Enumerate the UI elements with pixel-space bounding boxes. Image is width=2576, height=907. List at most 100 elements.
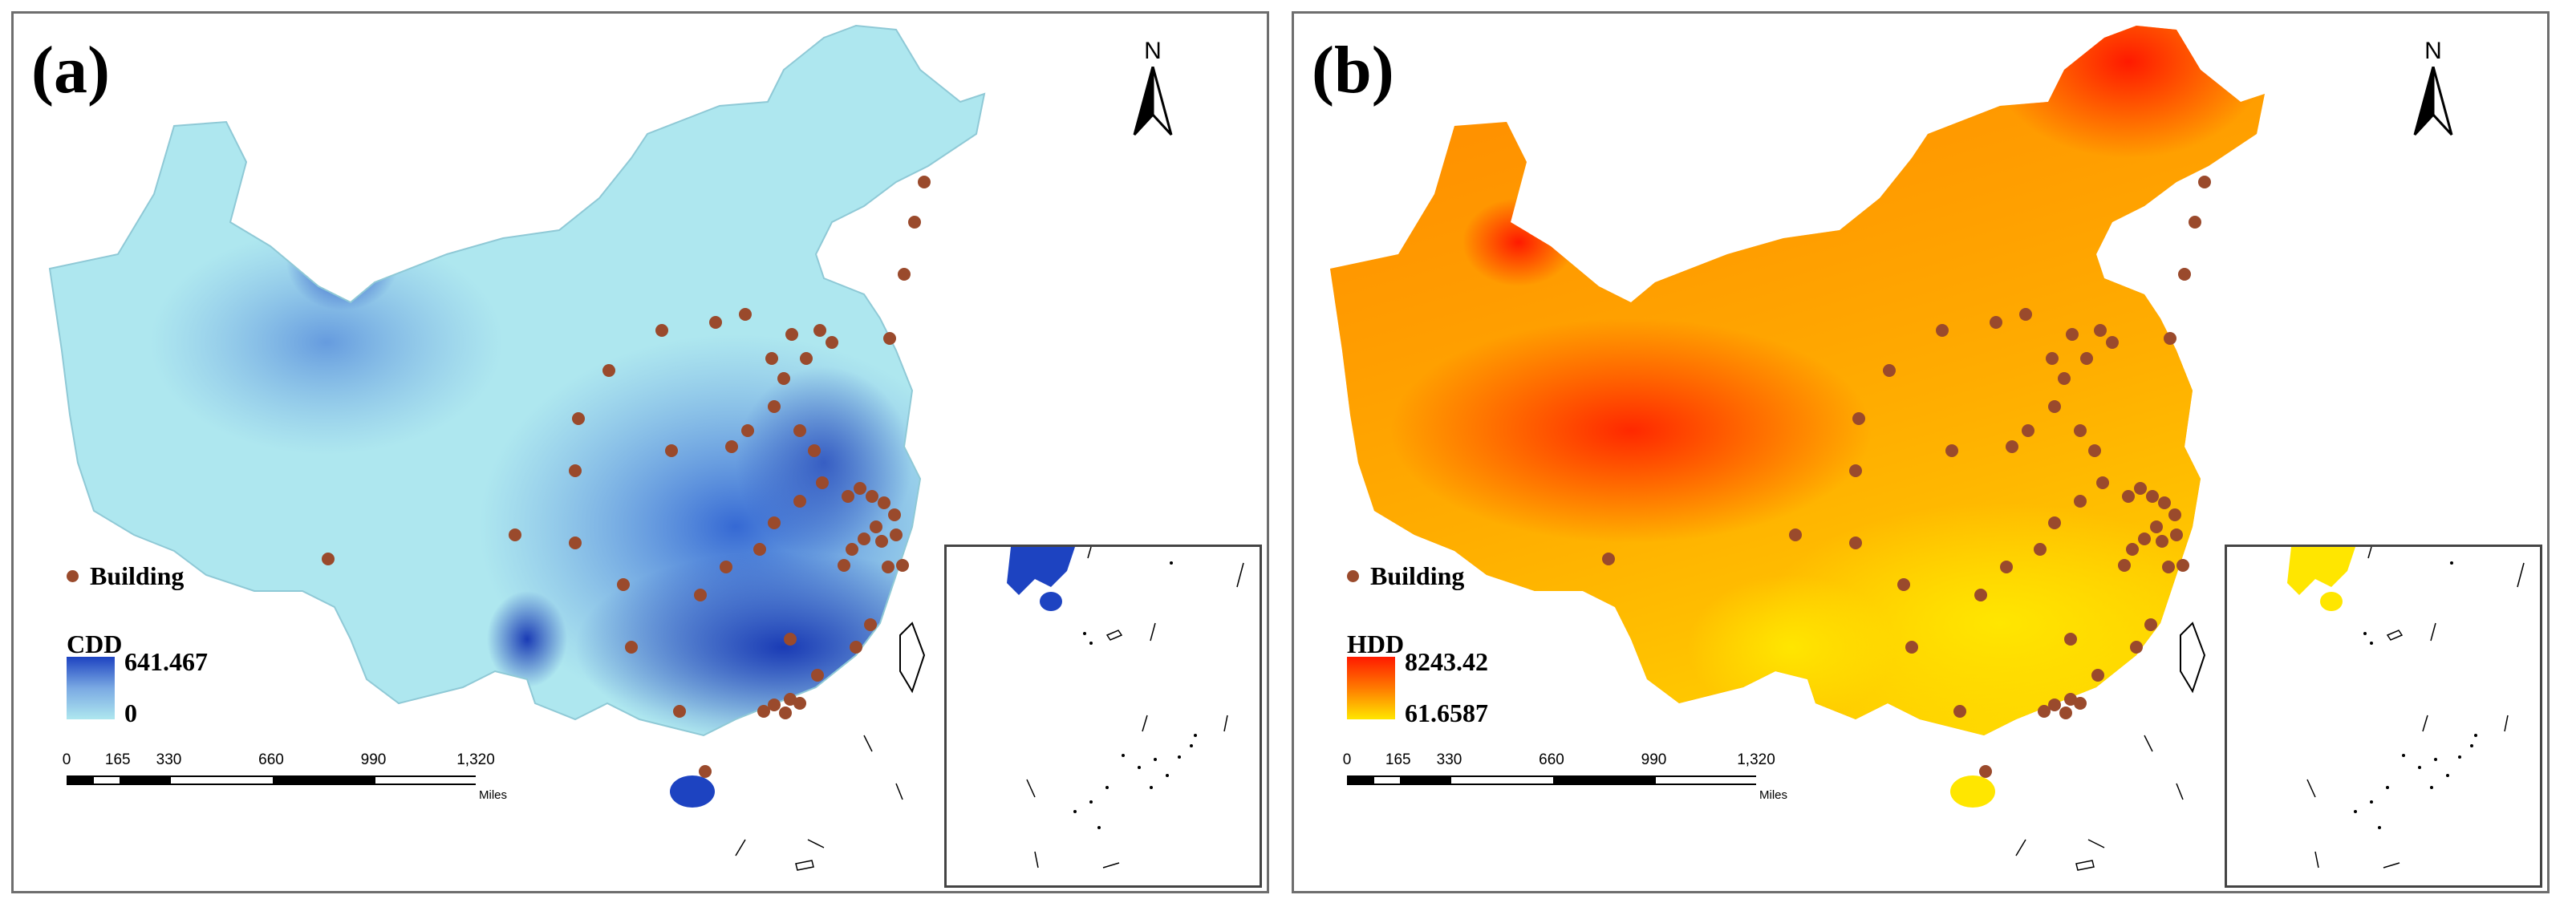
building-point [569,464,582,477]
building-point [2038,705,2051,718]
building-point [1974,589,1987,601]
building-point [882,561,895,573]
building-point [2164,332,2176,345]
building-point [768,698,781,711]
building-point [777,372,790,385]
scale-tick-label: 990 [1641,751,1667,768]
building-point [1883,364,1896,377]
north-letter: N [2424,38,2442,64]
building-point [1936,324,1949,337]
building-point [846,543,858,556]
ramp-min-value: 61.6587 [1405,698,1488,727]
building-point [2034,543,2047,556]
legend-variable: HDD [1347,630,1405,658]
building-point [811,669,824,682]
panel-label: (a) [31,33,110,107]
building-point [765,352,778,365]
scale-tick-label: 660 [1539,751,1564,768]
building-point [898,268,911,281]
building-point [2126,543,2139,556]
building-point [878,496,890,509]
building-point [2156,535,2168,548]
scale-tick-label: 165 [1385,751,1411,768]
building-point [2066,328,2079,341]
building-point [2074,495,2087,508]
building-point [2022,424,2034,437]
building-point [2048,698,2061,711]
building-point [870,520,882,533]
building-point [785,328,798,341]
building-point [779,707,792,719]
building-point [2178,268,2191,281]
building-point [838,559,850,572]
building-point [1602,553,1615,565]
building-point [2198,176,2211,188]
building-point [908,216,921,229]
building-point [800,352,813,365]
building-point [2074,697,2087,710]
map-legend: Building HDD 8243.42 61.6587 [1344,561,1488,727]
legend-building: Building [63,561,184,590]
map-legend: Building CDD 641.467 0 [63,561,208,727]
map-panel-hdd: (b) N Building HDD 8243.42 61.6587 0 165 3… [1292,11,2550,893]
scale-tick-label: 330 [1436,751,1462,768]
building-point [813,324,826,337]
building-point [2130,641,2143,654]
building-point [655,324,668,337]
scale-tick-label: 330 [156,751,182,768]
south-china-sea-inset [2225,545,2542,888]
building-point [509,528,521,541]
scale-bar: 0 165 330 660 990 1,320 Miles [1343,751,1828,802]
building-point [864,618,877,631]
building-point [784,633,797,646]
building-point [2091,669,2104,682]
building-point [2170,528,2183,541]
building-point [617,578,630,591]
building-point [2144,618,2157,631]
scale-tick-label: 660 [258,751,284,768]
building-point [2162,561,2175,573]
hdd-map [1330,26,2265,871]
north-arrow: N [2405,38,2461,142]
building-point [842,490,854,503]
building-point [1945,444,1958,457]
cdd-map [49,25,985,871]
building-point [2189,216,2201,229]
building-point [2146,490,2159,503]
building-point [699,765,712,778]
building-point [725,440,738,453]
building-point [850,641,862,654]
building-point [739,308,752,321]
building-point [808,444,821,457]
scale-unit: Miles [1759,788,1788,802]
scale-tick-label: 1,320 [1737,751,1775,768]
scale-unit: Miles [479,788,508,802]
building-point [896,559,909,572]
building-point [890,528,903,541]
building-point [2006,440,2018,453]
building-points [1602,176,2211,778]
scale-tick-label: 1,320 [456,751,495,768]
building-point [2094,324,2107,337]
north-letter: N [1144,38,1162,64]
building-point [875,535,888,548]
ramp-max-value: 8243.42 [1405,647,1488,676]
taiwan-outline [899,622,926,694]
building-point [673,705,686,718]
building-point [2122,490,2135,503]
building-point [2138,532,2151,545]
building-point [2059,707,2072,719]
building-point [2046,352,2059,365]
building-point [2064,633,2077,646]
building-point [2150,520,2163,533]
building-point [1953,705,1966,718]
building-point [694,589,707,601]
building-point [2134,482,2147,495]
map-panel-cdd: (a) N Building CDD 641.467 0 0 165 330 660 9… [11,11,1269,893]
building-point [918,176,931,188]
building-point [2064,693,2077,706]
building-point [2158,496,2171,509]
building-point [1990,316,2002,329]
north-arrow-icon [1133,67,1173,136]
building-point [720,561,732,573]
